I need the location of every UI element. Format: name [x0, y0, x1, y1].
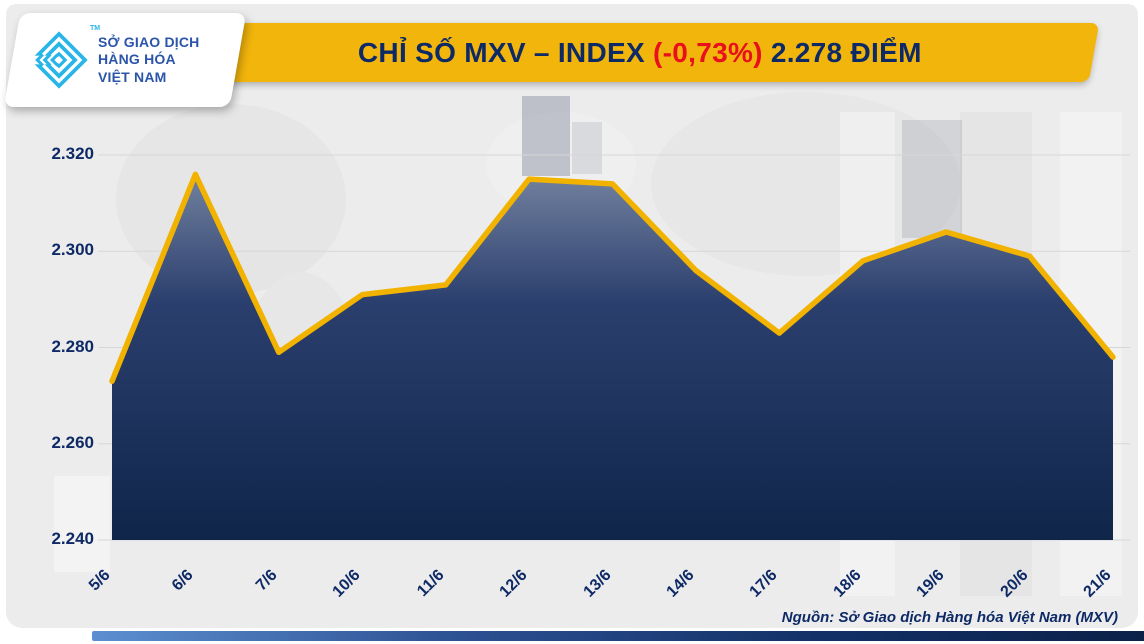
mxv-logo-text-line3: VIỆT NAM: [98, 68, 167, 85]
y-tick-label: 2.320: [51, 144, 94, 163]
mxv-logo: TM SỞ GIAO DỊCH HÀNG HÓA VIỆT NAM: [12, 13, 238, 107]
mxv-logo-text-line2: HÀNG HÓA: [98, 51, 176, 68]
y-tick-label: 2.240: [51, 529, 94, 548]
chart-area-fill: [112, 174, 1113, 541]
chart-line: [109, 171, 1116, 384]
mxv-logo-text: SỞ GIAO DỊCH HÀNG HÓA VIỆT NAM: [98, 34, 199, 87]
chart-title: CHỈ SỐ MXV – INDEX (-0,73%) 2.278 ĐIỂM: [358, 37, 922, 69]
chart-title-change-percent: (-0,73%): [653, 36, 763, 68]
mxv-logo-text-line1: SỞ GIAO DỊCH: [98, 33, 200, 50]
bottom-accent-bar: [92, 631, 1144, 641]
source-attribution: Nguồn: Sở Giao dịch Hàng hóa Việt Nam (M…: [781, 609, 1118, 626]
index-series: [109, 171, 1116, 541]
mxv-logo-box: TM SỞ GIAO DỊCH HÀNG HÓA VIỆT NAM: [3, 13, 247, 107]
mxv-logo-icon: [29, 31, 88, 89]
chart-title-text: CHỈ SỐ MXV – INDEX: [358, 36, 654, 68]
y-tick-label: 2.280: [51, 336, 94, 356]
y-tick-label: 2.260: [51, 432, 94, 452]
chart-title-value: 2.278 ĐIỂM: [762, 36, 922, 68]
y-tick-label: 2.300: [51, 240, 94, 260]
trademark-symbol: TM: [90, 25, 101, 32]
title-banner: CHỈ SỐ MXV – INDEX (-0,73%) 2.278 ĐIỂM: [180, 23, 1100, 82]
